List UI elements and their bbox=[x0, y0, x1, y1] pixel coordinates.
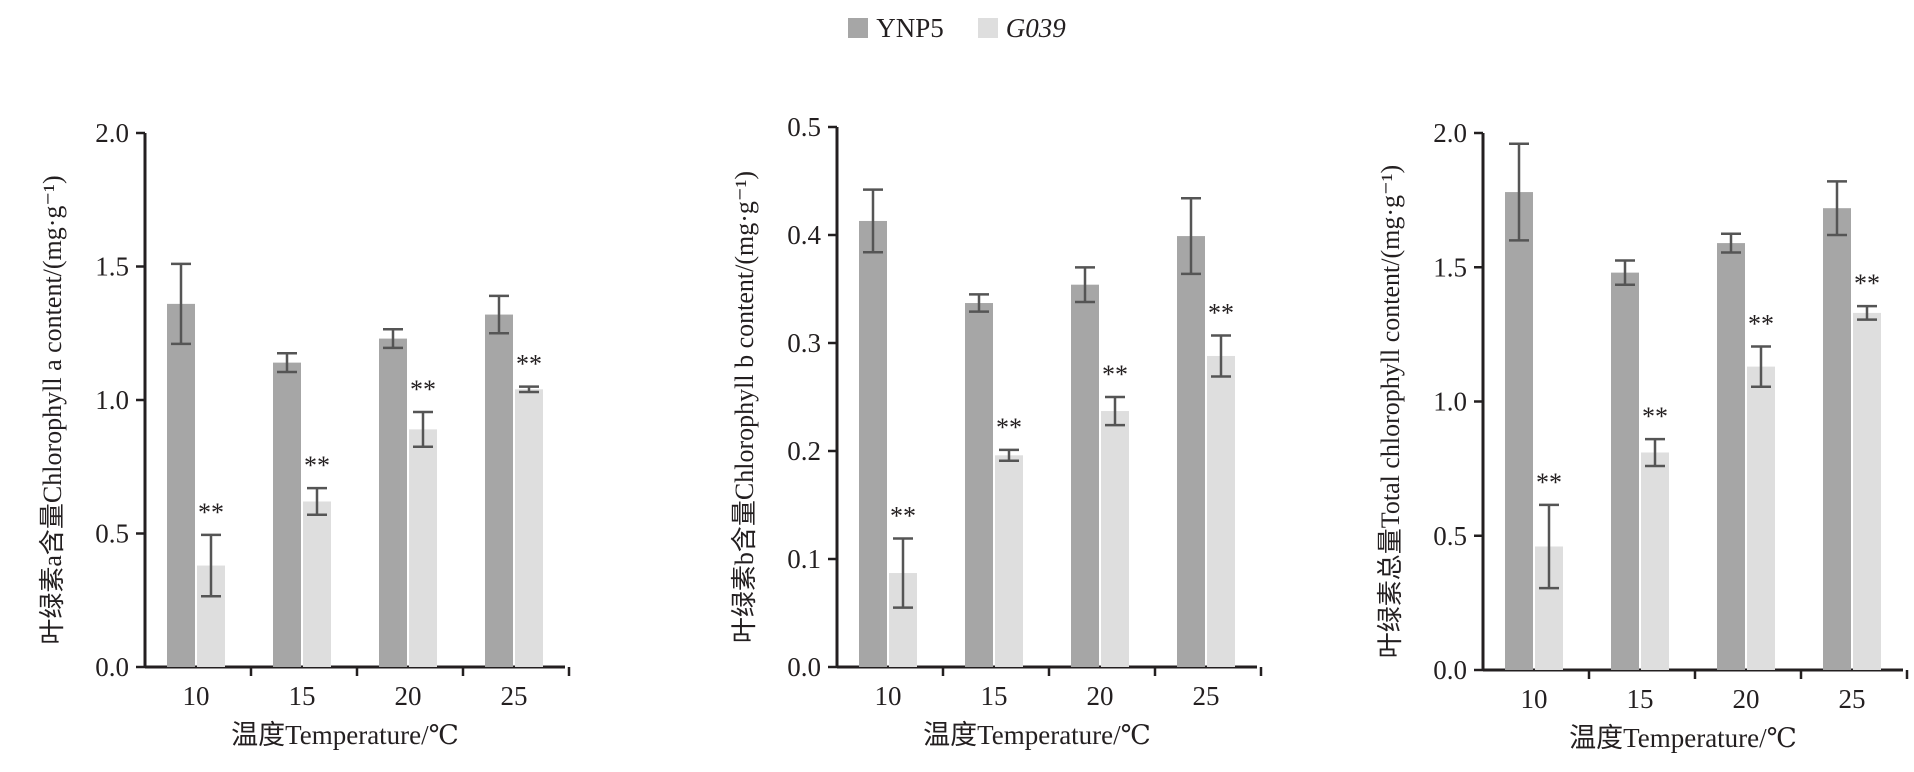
chart-panel-3: 0.0 0.5 1.0 1.5 2.0 ** 10 ** 15 ** 20 ** 25 温度Tempera… bbox=[1376, 118, 1909, 753]
y-tick-label: 0.1 bbox=[787, 544, 821, 574]
bar-ynp5 bbox=[1611, 272, 1639, 670]
x-tick-label: 25 bbox=[1839, 684, 1866, 714]
x-tick-label: 10 bbox=[183, 681, 210, 711]
significance-label: ** bbox=[516, 350, 542, 379]
bar-ynp5 bbox=[1717, 243, 1745, 670]
bar-ynp5 bbox=[1071, 284, 1099, 667]
bar-ynp5 bbox=[859, 220, 887, 667]
x-tick-label: 10 bbox=[1521, 684, 1548, 714]
y-tick-label: 0.5 bbox=[95, 519, 129, 549]
x-tick-label: 10 bbox=[875, 681, 902, 711]
y-tick-label: 0.5 bbox=[1433, 521, 1467, 551]
x-tick-label: 20 bbox=[1087, 681, 1114, 711]
significance-label: ** bbox=[996, 413, 1022, 442]
y-tick-label: 0.0 bbox=[787, 652, 821, 682]
x-tick-label: 15 bbox=[981, 681, 1008, 711]
significance-label: ** bbox=[1854, 269, 1880, 298]
bar-ynp5 bbox=[1177, 236, 1205, 667]
x-tick-label: 25 bbox=[1193, 681, 1220, 711]
y-tick-label: 0.2 bbox=[787, 436, 821, 466]
bar-ynp5 bbox=[1505, 192, 1533, 670]
bar-g039 bbox=[1207, 355, 1235, 667]
legend-swatch-ynp5 bbox=[848, 18, 869, 38]
bar-ynp5 bbox=[273, 362, 301, 667]
significance-label: ** bbox=[1102, 360, 1128, 389]
y-tick-label: 1.0 bbox=[95, 385, 129, 415]
x-tick-label: 20 bbox=[1733, 684, 1760, 714]
significance-label: ** bbox=[1536, 468, 1562, 497]
x-tick-label: 15 bbox=[1627, 684, 1654, 714]
significance-label: ** bbox=[1642, 402, 1668, 431]
legend: YNP5 G039 bbox=[0, 8, 1914, 48]
significance-label: ** bbox=[1748, 309, 1774, 338]
bar-g039 bbox=[995, 455, 1023, 667]
bar-g039 bbox=[1853, 312, 1881, 670]
y-tick-label: 1.5 bbox=[1433, 252, 1467, 282]
significance-label: ** bbox=[304, 451, 330, 480]
legend-item-g039: G039 bbox=[977, 12, 1066, 44]
x-axis-title: 温度Temperature/℃ bbox=[923, 720, 1151, 750]
y-tick-label: 0.5 bbox=[787, 112, 821, 142]
y-axis-title: 叶绿素总量Total chlorophyll content/(mg·g⁻¹) bbox=[1376, 165, 1405, 658]
significance-label: ** bbox=[198, 498, 224, 527]
significance-label: ** bbox=[890, 501, 916, 530]
y-tick-label: 0.0 bbox=[95, 652, 129, 682]
y-tick-label: 0.4 bbox=[787, 220, 821, 250]
y-tick-label: 0.0 bbox=[1433, 655, 1467, 685]
bar-ynp5 bbox=[965, 303, 993, 667]
chart-panel-2: 0.0 0.1 0.2 0.3 0.4 0.5 ** 10 ** 15 ** 20 ** 25 温度Temp… bbox=[730, 112, 1263, 750]
y-tick-label: 1.5 bbox=[95, 252, 129, 282]
bar-g039 bbox=[1641, 452, 1669, 670]
bar-g039 bbox=[1101, 411, 1129, 667]
y-tick-label: 1.0 bbox=[1433, 387, 1467, 417]
y-tick-label: 2.0 bbox=[95, 118, 129, 148]
significance-label: ** bbox=[410, 375, 436, 404]
x-axis-title: 温度Temperature/℃ bbox=[1569, 723, 1797, 753]
x-tick-label: 15 bbox=[289, 681, 316, 711]
y-tick-label: 0.3 bbox=[787, 328, 821, 358]
y-axis-title: 叶绿素b含量Chlorophyll b content/(mg·g⁻¹) bbox=[730, 171, 759, 643]
legend-label-g039: G039 bbox=[1005, 12, 1066, 43]
significance-label: ** bbox=[1208, 298, 1234, 327]
bar-ynp5 bbox=[379, 338, 407, 667]
bar-ynp5 bbox=[485, 314, 513, 667]
y-tick-label: 2.0 bbox=[1433, 118, 1467, 148]
bar-g039 bbox=[515, 389, 543, 667]
x-tick-label: 20 bbox=[395, 681, 422, 711]
legend-item-ynp5: YNP5 bbox=[848, 13, 944, 44]
chart-panel-1: 0.0 0.5 1.0 1.5 2.0 ** 10 ** 15 ** 20 ** 25 温度Tempera… bbox=[38, 118, 571, 750]
legend-swatch-g039 bbox=[977, 18, 998, 38]
bar-ynp5 bbox=[167, 303, 195, 667]
legend-label-ynp5: YNP5 bbox=[876, 12, 944, 43]
bar-g039 bbox=[409, 429, 437, 667]
x-tick-label: 25 bbox=[501, 681, 528, 711]
bar-ynp5 bbox=[1823, 208, 1851, 670]
bar-g039 bbox=[303, 501, 331, 667]
y-axis-title: 叶绿素a含量Chlorophyll a content/(mg·g⁻¹) bbox=[38, 175, 67, 644]
x-axis-title: 温度Temperature/℃ bbox=[231, 720, 459, 750]
bar-g039 bbox=[1747, 366, 1775, 670]
